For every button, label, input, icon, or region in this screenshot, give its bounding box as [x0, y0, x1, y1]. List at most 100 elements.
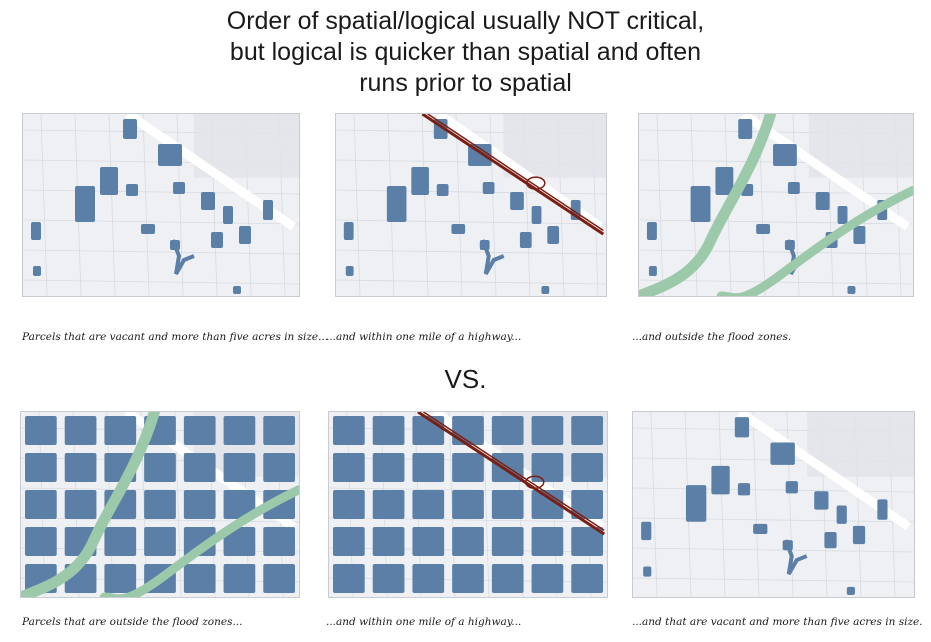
street-line	[23, 189, 299, 195]
map-bottom-1	[21, 412, 299, 597]
highway-line-parallel	[423, 412, 605, 532]
vacant-parcel	[173, 182, 185, 194]
caption-top-2: ...and within one mile of a highway...	[326, 331, 522, 343]
built-parcel	[263, 564, 295, 593]
vacant-parcel	[847, 286, 856, 294]
street-line	[633, 547, 914, 553]
highway-interchange	[526, 176, 546, 190]
built-parcel	[144, 527, 176, 556]
built-parcel	[333, 527, 365, 556]
map-panel-top-3	[638, 113, 914, 297]
vacant-parcel	[75, 186, 95, 222]
vacant-parcel	[737, 483, 751, 496]
built-parcel	[223, 453, 256, 482]
highway-line	[421, 114, 605, 236]
map-panel-bottom-1	[20, 411, 300, 598]
built-parcel	[223, 490, 256, 519]
vacant-parcel	[33, 266, 41, 276]
vacant-parcel	[263, 200, 273, 220]
map-bottom-3	[633, 412, 914, 597]
built-parcel	[571, 416, 603, 445]
map-top-1	[23, 114, 299, 296]
vacant-parcel	[643, 566, 652, 577]
built-parcel	[64, 453, 97, 482]
built-parcel	[571, 564, 603, 593]
caption-top-3: ...and outside the flood zones.	[632, 331, 792, 343]
highway-line-parallel	[427, 114, 604, 232]
street-line	[23, 249, 299, 255]
vacant-parcel	[753, 523, 768, 534]
map-top-3	[639, 114, 913, 296]
built-parcel	[333, 453, 365, 482]
vacant-parcel	[824, 531, 837, 549]
vacant-parcel	[837, 206, 848, 224]
vacant-parcel	[126, 184, 138, 196]
built-parcel	[452, 527, 484, 556]
built-parcel	[531, 453, 564, 482]
built-parcel	[372, 453, 405, 482]
street-line	[421, 114, 429, 296]
built-parcel	[183, 416, 216, 445]
built-parcel	[372, 564, 405, 593]
built-parcel	[104, 416, 137, 445]
vacant-parcel	[482, 182, 495, 194]
map-panel-bottom-2	[328, 411, 608, 598]
street-line	[752, 412, 760, 597]
built-parcel	[333, 416, 365, 445]
built-parcel	[64, 490, 97, 519]
vacant-parcel	[239, 226, 251, 244]
street-line	[353, 114, 361, 296]
vacant-parcel-strip	[480, 239, 505, 275]
map-bottom-2	[329, 412, 607, 597]
built-parcel	[491, 564, 524, 593]
built-parcel	[263, 453, 295, 482]
built-parcel	[183, 490, 216, 519]
vacant-parcel	[123, 119, 137, 139]
vacant-parcel	[223, 206, 233, 224]
slide-title: Order of spatial/logical usually NOT cri…	[0, 6, 931, 99]
vacant-parcel	[411, 167, 429, 195]
built-parcel	[531, 527, 564, 556]
highway-line	[417, 412, 606, 536]
vacant-parcel	[877, 499, 888, 520]
vacant-parcel	[846, 586, 855, 595]
map-panel-top-1	[22, 113, 300, 297]
vacant-parcel-strip	[783, 539, 808, 576]
built-parcel	[183, 564, 216, 593]
vacant-parcel	[773, 144, 797, 166]
built-parcel	[25, 453, 57, 482]
built-parcel	[452, 416, 484, 445]
vacant-parcel	[690, 186, 711, 222]
built-parcel	[263, 527, 295, 556]
built-parcel	[452, 564, 484, 593]
built-parcel	[531, 490, 564, 519]
vacant-parcel	[343, 222, 354, 240]
vacant-parcel	[853, 226, 866, 244]
street-line	[336, 249, 606, 255]
street-line	[336, 219, 606, 225]
vacant-parcel	[836, 505, 847, 524]
built-parcel	[372, 416, 405, 445]
street-line	[639, 249, 913, 255]
caption-bottom-2: ...and within one mile of a highway...	[326, 616, 522, 628]
built-parcel	[571, 453, 603, 482]
built-parcel	[263, 416, 295, 445]
map-top-2	[336, 114, 606, 296]
built-parcel	[372, 490, 405, 519]
street-line	[633, 517, 914, 523]
built-parcel	[491, 416, 524, 445]
street-line	[489, 114, 497, 296]
vacant-parcel	[158, 144, 182, 166]
flood-zone-creek	[716, 185, 913, 296]
vacant-parcel	[386, 186, 407, 222]
built-parcel	[144, 453, 176, 482]
built-parcel	[104, 564, 137, 593]
built-parcel	[25, 416, 57, 445]
vacant-parcel	[541, 286, 550, 294]
street-line	[23, 219, 299, 225]
built-parcel	[144, 490, 176, 519]
street-line	[633, 487, 914, 493]
title-line-1: Order of spatial/logical usually NOT cri…	[226, 7, 705, 35]
vacant-parcel	[531, 206, 542, 224]
vacant-parcel	[648, 266, 657, 276]
